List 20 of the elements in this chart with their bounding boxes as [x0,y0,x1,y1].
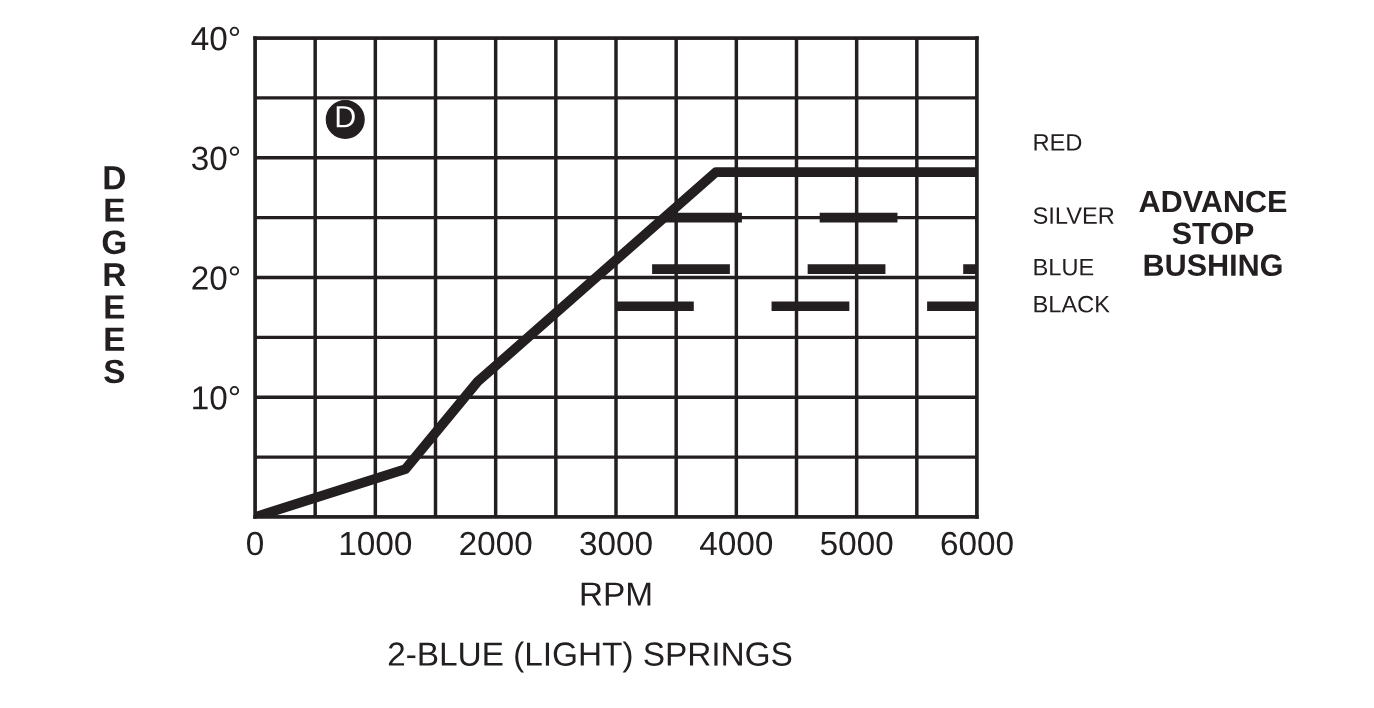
annotation: D [336,106,355,128]
x-tick-label: 4000 [700,531,773,556]
x-tick-label: 6000 [941,531,1013,556]
text: ADVANCE STOP BUSHING [1139,190,1287,277]
x-tick-label: 2000 [460,531,532,556]
y-tick-label: 40° [191,26,240,51]
y-tick-label: 10° [193,386,240,410]
x-axis-title: RPM [581,582,651,606]
text: BLUE [1034,258,1094,276]
y-tick-label: 30° [191,146,240,171]
x-tick-label: 0 [247,531,263,556]
y-axis-title: DEGREES [102,166,126,384]
x-tick-label: 1000 [340,531,412,556]
x-tick-label: 5000 [820,531,893,556]
text: RED [1034,134,1082,151]
text: SILVER [1033,207,1114,224]
text: 2-BLUE (LIGHT) SPRINGS [388,641,792,673]
text: BLACK [1034,295,1110,313]
x-tick-label: 3000 [580,531,652,556]
y-tick-label: 20° [192,266,240,290]
